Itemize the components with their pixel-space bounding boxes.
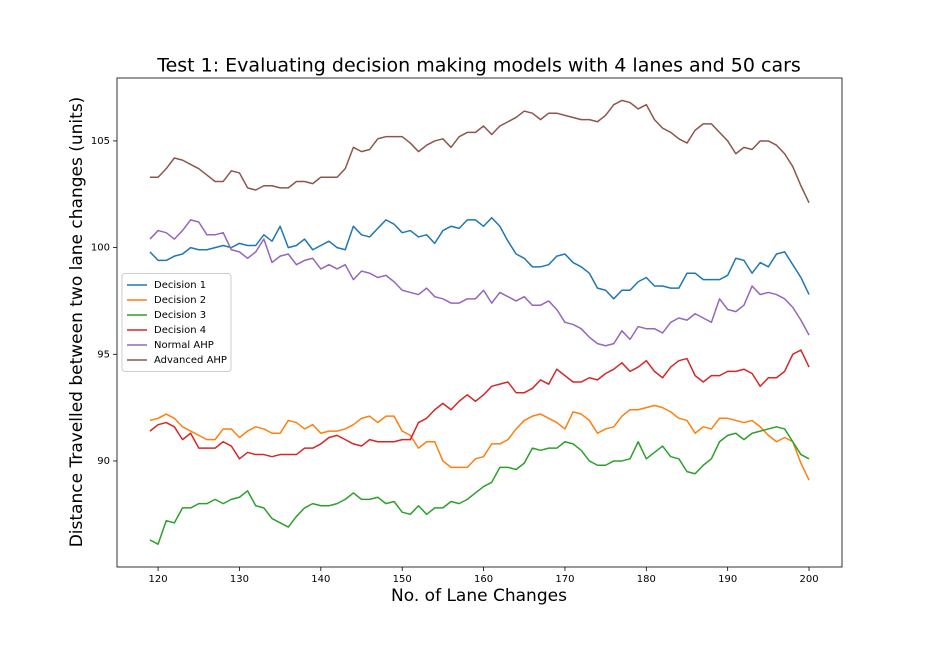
x-tick-label: 170: [555, 574, 574, 585]
legend-label: Decision 4: [154, 325, 206, 336]
x-tick-label: 190: [718, 574, 737, 585]
series-line: [149, 349, 810, 460]
y-axis-label: Distance Travelled between two lane chan…: [67, 97, 87, 548]
plot-frame: [116, 77, 843, 568]
x-tick-label: 200: [799, 574, 818, 585]
x-tick-label: 120: [149, 574, 168, 585]
legend: Decision 1 Decision 2 Decision 3 Decision 4…: [121, 273, 232, 372]
x-tick-label: 150: [393, 574, 412, 585]
x-tick-label: 140: [311, 574, 330, 585]
x-tick-label: 180: [637, 574, 656, 585]
x-tick-label: 160: [474, 574, 493, 585]
y-tick-label: 95: [97, 349, 110, 360]
legend-box: [121, 273, 232, 372]
legend-label: Normal AHP: [154, 340, 214, 351]
x-axis-label: No. of Lane Changes: [391, 586, 567, 606]
y-tick-label: 90: [97, 456, 110, 467]
series-line: [149, 426, 810, 545]
legend-label: Decision 1: [154, 280, 206, 291]
legend-label: Advanced AHP: [154, 355, 227, 366]
y-tick-label: 105: [91, 136, 110, 147]
legend-label: Decision 2: [154, 295, 206, 306]
series-line: [149, 99, 810, 204]
legend-label: Decision 3: [154, 310, 206, 321]
x-tick-label: 130: [230, 574, 249, 585]
chart-title: Test 1: Evaluating decision making model…: [156, 55, 801, 77]
series-line: [149, 216, 810, 300]
y-tick-label: 100: [91, 243, 110, 254]
series-line: [149, 219, 810, 347]
series-line: [149, 404, 810, 481]
